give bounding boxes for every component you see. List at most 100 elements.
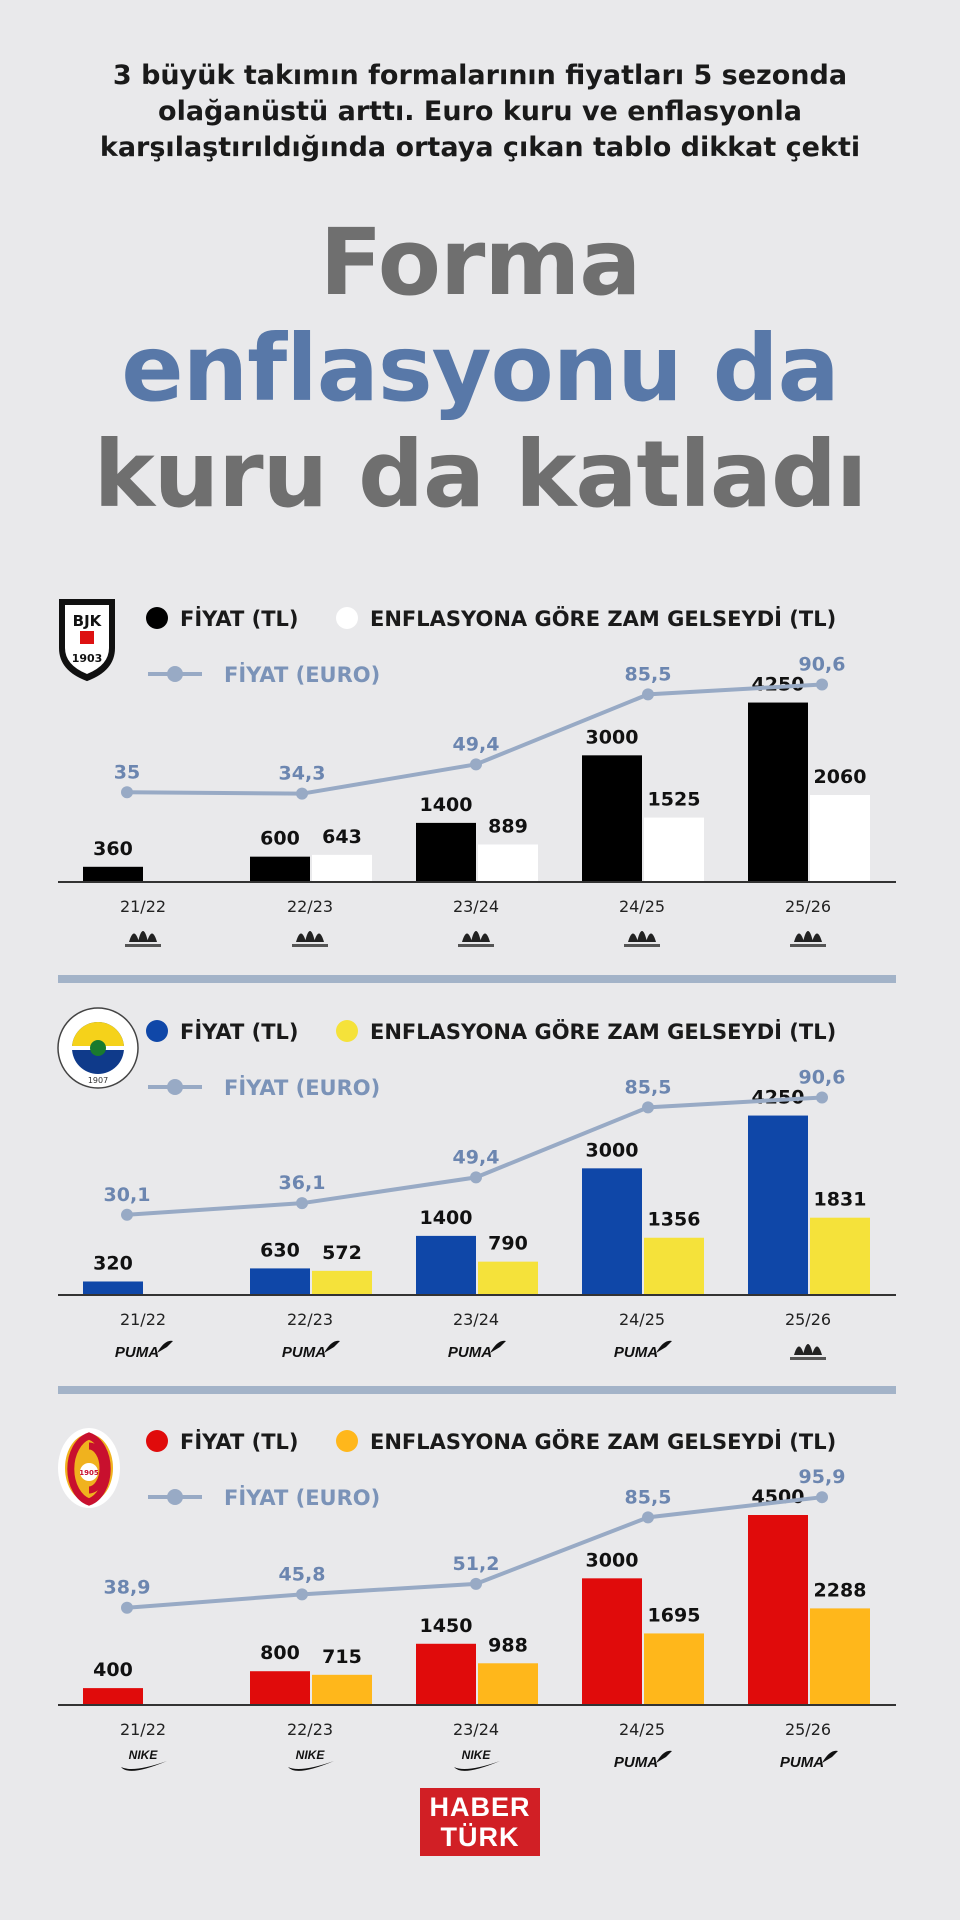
euro-point bbox=[296, 787, 308, 800]
brand-line-1: HABER bbox=[429, 1792, 531, 1822]
legend: FİYAT (TL) ENFLASYONA GÖRE ZAM GELSEYDİ (… bbox=[146, 1019, 836, 1100]
legend-label-inflation: ENFLASYONA GÖRE ZAM GELSEYDİ (TL) bbox=[370, 1019, 836, 1044]
bar-price-label: 3000 bbox=[586, 1549, 639, 1571]
x-tick-label: 21/22 bbox=[120, 1720, 166, 1739]
nike-swoosh bbox=[288, 1761, 334, 1771]
fenerbahce-logo-year: 1907 bbox=[88, 1076, 108, 1085]
adidas-wordmark bbox=[125, 944, 161, 947]
euro-point-label: 85,5 bbox=[625, 663, 672, 685]
euro-point bbox=[296, 1588, 308, 1601]
bar-price-label: 1400 bbox=[420, 794, 473, 816]
euro-point-label: 35 bbox=[114, 761, 140, 783]
x-tick-label: 21/22 bbox=[120, 897, 166, 916]
bar-inflation-label: 2060 bbox=[814, 766, 867, 788]
euro-point bbox=[816, 1491, 828, 1504]
galatasaray-chart: FİYAT (TL) ENFLASYONA GÖRE ZAM GELSEYDİ (… bbox=[0, 1415, 960, 1805]
besiktas-logo-year: 1903 bbox=[72, 652, 103, 665]
bar-price bbox=[582, 755, 642, 882]
puma-wordmark: PUMA bbox=[282, 1344, 326, 1361]
legend-label-price: FİYAT (TL) bbox=[180, 1429, 299, 1454]
legend-swatch-price bbox=[146, 607, 168, 629]
x-tick-label: 22/23 bbox=[287, 1310, 333, 1329]
bar-price bbox=[416, 1643, 476, 1705]
x-tick-label: 25/26 bbox=[785, 1310, 831, 1329]
bar-price-label: 320 bbox=[93, 1252, 133, 1274]
legend-label-euro: FİYAT (EURO) bbox=[224, 1075, 380, 1100]
bar-price-label: 1400 bbox=[420, 1207, 473, 1229]
bar-price bbox=[748, 1115, 808, 1295]
euro-point bbox=[642, 1101, 654, 1114]
bar-price bbox=[416, 822, 476, 882]
adidas-wordmark bbox=[624, 944, 660, 947]
adidas-leaf bbox=[646, 933, 656, 942]
puma-wordmark: PUMA bbox=[115, 1344, 159, 1361]
puma-wordmark: PUMA bbox=[448, 1344, 492, 1361]
chart-svg: FİYAT (TL) ENFLASYONA GÖRE ZAM GELSEYDİ (… bbox=[58, 1019, 896, 1361]
legend: FİYAT (TL) ENFLASYONA GÖRE ZAM GELSEYDİ (… bbox=[146, 606, 836, 687]
x-tick-label: 21/22 bbox=[120, 1310, 166, 1329]
subtitle-line-1: 3 büyük takımın formalarının fiyatları 5… bbox=[112, 60, 848, 91]
bar-price bbox=[250, 856, 310, 882]
bar-inflation-label: 572 bbox=[322, 1242, 362, 1264]
legend-swatch-inflation bbox=[336, 607, 358, 629]
adidas-leaf bbox=[296, 933, 306, 942]
chart-svg: FİYAT (TL) ENFLASYONA GÖRE ZAM GELSEYDİ (… bbox=[58, 1429, 896, 1771]
euro-point-label: 95,9 bbox=[799, 1466, 846, 1488]
euro-point bbox=[816, 678, 828, 691]
adidas-leaf bbox=[471, 931, 481, 942]
bars: 320 21/22 PUMA 630 572 22/23 PUMA 1400 790 23/24 P… bbox=[83, 1087, 870, 1361]
bar-inflation-label: 1831 bbox=[814, 1189, 867, 1211]
bar-price bbox=[83, 1281, 143, 1295]
puma-wordmark: PUMA bbox=[780, 1754, 824, 1771]
x-tick-label: 22/23 bbox=[287, 897, 333, 916]
nike-logo-icon: NIKE bbox=[454, 1748, 500, 1771]
bar-inflation bbox=[478, 1663, 538, 1705]
bar-price-label: 600 bbox=[260, 828, 300, 850]
x-tick-label: 24/25 bbox=[619, 1310, 665, 1329]
bar-inflation bbox=[644, 1237, 704, 1295]
legend-swatch-price bbox=[146, 1430, 168, 1452]
adidas-leaf bbox=[480, 933, 490, 942]
nike-wordmark: NIKE bbox=[462, 1748, 492, 1762]
puma-cat bbox=[324, 1340, 340, 1353]
x-tick-label: 23/24 bbox=[453, 1720, 499, 1739]
adidas-logo-icon bbox=[292, 931, 328, 947]
galatasaray-logo-year: 1905 bbox=[79, 1469, 99, 1477]
bar-inflation bbox=[478, 1261, 538, 1295]
puma-logo-icon: PUMA bbox=[448, 1340, 506, 1361]
euro-point-label: 30,1 bbox=[104, 1184, 151, 1206]
euro-point-label: 85,5 bbox=[625, 1486, 672, 1508]
x-tick-label: 24/25 bbox=[619, 1720, 665, 1739]
title-line-3: kuru da katladı bbox=[93, 421, 868, 528]
adidas-wordmark bbox=[790, 1357, 826, 1360]
bar-inflation bbox=[810, 1608, 870, 1705]
bar-inflation bbox=[810, 795, 870, 882]
euro-point bbox=[642, 1511, 654, 1524]
adidas-wordmark bbox=[458, 944, 494, 947]
bar-price-label: 630 bbox=[260, 1239, 300, 1261]
euro-point-label: 90,6 bbox=[799, 653, 846, 675]
nike-swoosh bbox=[454, 1761, 500, 1771]
puma-cat bbox=[656, 1750, 672, 1763]
bar-inflation-label: 790 bbox=[488, 1233, 528, 1255]
puma-logo-icon: PUMA bbox=[614, 1750, 672, 1771]
galatasaray-logo: 1905 bbox=[56, 1426, 122, 1514]
puma-wordmark: PUMA bbox=[614, 1344, 658, 1361]
bar-price-label: 360 bbox=[93, 838, 133, 860]
euro-point-label: 85,5 bbox=[625, 1076, 672, 1098]
legend-marker-euro bbox=[167, 1489, 183, 1505]
legend-marker-euro bbox=[167, 666, 183, 682]
brand-line-2: TÜRK bbox=[440, 1822, 520, 1852]
bars: 360 21/22 600 643 22/23 1400 889 23/24 3000 1525 2… bbox=[83, 674, 870, 947]
adidas-leaf bbox=[812, 933, 822, 942]
bar-inflation bbox=[478, 844, 538, 882]
puma-cat bbox=[490, 1340, 506, 1353]
fenerbahce-chart: FİYAT (TL) ENFLASYONA GÖRE ZAM GELSEYDİ (… bbox=[0, 1005, 960, 1395]
adidas-leaf bbox=[314, 933, 324, 942]
euro-point bbox=[816, 1091, 828, 1104]
adidas-leaf bbox=[129, 933, 139, 942]
bar-price bbox=[83, 866, 143, 882]
legend-swatch-inflation bbox=[336, 1430, 358, 1452]
euro-point-label: 34,3 bbox=[279, 763, 326, 785]
bar-price-label: 1450 bbox=[420, 1615, 473, 1637]
